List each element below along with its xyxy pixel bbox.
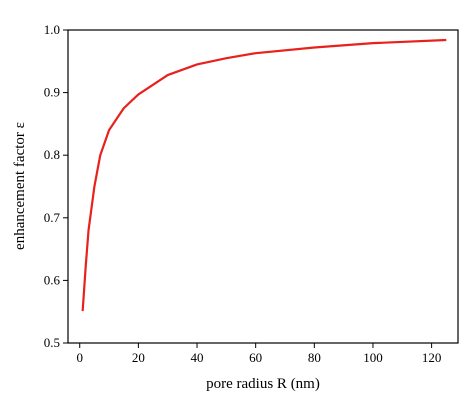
y-tick-label: 0.8 — [44, 147, 60, 162]
y-tick-label: 0.7 — [44, 210, 61, 225]
y-tick-label: 0.5 — [44, 335, 60, 350]
y-tick-label: 0.6 — [44, 272, 61, 287]
x-tick-label: 80 — [308, 350, 321, 365]
line-series — [81, 38, 447, 312]
x-tick-label: 60 — [249, 350, 262, 365]
x-tick-label: 40 — [191, 350, 204, 365]
x-tick-label: 20 — [132, 350, 145, 365]
x-tick-label: 0 — [76, 350, 83, 365]
y-tick-label: 0.9 — [44, 85, 60, 100]
y-tick-label: 1.0 — [44, 22, 60, 37]
x-axis-label: pore radius R (nm) — [206, 376, 320, 392]
x-tick-label: 120 — [422, 350, 442, 365]
x-tick-label: 100 — [363, 350, 383, 365]
plot-frame — [67, 29, 459, 344]
y-axis-label: enhancement factor ε — [12, 122, 28, 250]
